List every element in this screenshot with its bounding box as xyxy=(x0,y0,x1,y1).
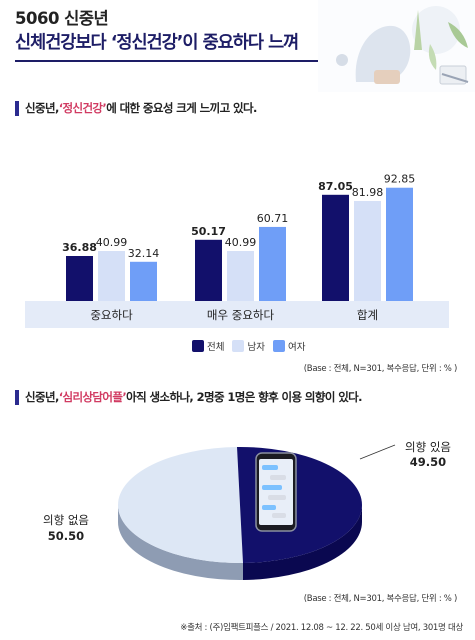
section1-prefix: 신중년, xyxy=(25,101,59,115)
section1-highlight: ‘정신건강’ xyxy=(58,101,107,115)
bar-male-3 xyxy=(354,200,381,301)
bar-male-2 xyxy=(227,250,254,301)
category-band xyxy=(25,301,449,328)
chat-bubble-4 xyxy=(268,495,286,500)
category-label-3: 합계 xyxy=(357,308,378,322)
chat-bubble-3 xyxy=(262,485,282,490)
bar-value-male-1: 40.99 xyxy=(96,236,128,249)
section2-highlight: ‘심리상담어플’ xyxy=(58,390,127,404)
pie-label-no: 의향 없음 xyxy=(43,513,89,527)
bar-value-total-3: 87.05 xyxy=(318,180,353,193)
section2-marker xyxy=(15,389,19,405)
page-title-line2: 신체건강보다 ‘정신건강’이 중요하다 느껴 xyxy=(15,33,299,53)
legend-swatch-female xyxy=(272,340,285,352)
bar-value-female-3: 92.85 xyxy=(384,173,416,186)
legend-label-male: 남자 xyxy=(247,342,265,353)
bar-value-total-1: 36.88 xyxy=(62,241,97,254)
title-divider xyxy=(15,60,335,62)
source-footnote: ※출처 : (주)임팩트피플스 / 2021. 12.08 ~ 12. 22. … xyxy=(180,623,463,633)
legend-label-female: 여자 xyxy=(287,342,306,353)
pie-label-yes: 의향 있음 xyxy=(405,440,451,454)
section1-heading: 신중년, ‘정신건강’ 에 대한 중요성 크게 느끼고 있다. xyxy=(15,100,257,116)
leaf-icon-2 xyxy=(448,22,468,48)
chat-bubble-6 xyxy=(272,513,286,518)
bar-female-2 xyxy=(259,226,286,301)
bar-total-1 xyxy=(66,256,93,301)
jar-icon xyxy=(374,70,400,84)
bar-female-3 xyxy=(386,187,413,301)
pie-value-yes: 49.50 xyxy=(410,455,446,469)
leaf-icon-3 xyxy=(428,44,437,70)
legend-item-male: 남자 xyxy=(232,339,265,353)
legend-item-total: 전체 xyxy=(192,339,224,353)
legend-swatch-total xyxy=(192,340,204,352)
bar-value-male-2: 40.99 xyxy=(225,236,257,249)
bar-legend: 전체 남자 여자 xyxy=(192,339,313,353)
page-title-line1: 5060 신중년 xyxy=(15,9,109,28)
bar-value-total-2: 50.17 xyxy=(191,225,226,238)
section1-marker xyxy=(15,100,19,116)
legend-swatch-male xyxy=(232,340,245,352)
chat-bubble-5 xyxy=(262,505,276,510)
bar-value-female-2: 60.71 xyxy=(257,212,289,225)
bar-value-male-3: 81.98 xyxy=(352,186,384,199)
bar-total-3 xyxy=(322,194,349,301)
title-block: 5060 신중년 신체건강보다 ‘정신건강’이 중요하다 느껴 xyxy=(15,8,315,56)
chart2-base-note: (Base : 전체, N=301, 복수응답, 단위 : % ) xyxy=(303,594,458,604)
pen-icon xyxy=(441,73,469,83)
bar-total-2 xyxy=(195,239,222,301)
pill-icon xyxy=(336,54,348,66)
section2-heading: 신중년, ‘심리상담어플’ 아직 생소하나, 2명중 1명은 향후 이용 의향이… xyxy=(15,389,363,405)
chart1-base-note: (Base : 전체, N=301, 복수응답, 단위 : % ) xyxy=(303,364,458,374)
header-illustration xyxy=(318,0,475,92)
category-label-2: 매우 중요하다 xyxy=(207,308,275,322)
section2-suffix: 아직 생소하나, 2명중 1명은 향후 이용 의향이 있다. xyxy=(126,390,362,404)
section2-prefix: 신중년, xyxy=(25,390,59,404)
bar-value-female-1: 32.14 xyxy=(128,247,160,260)
pie-slice-no xyxy=(117,447,243,564)
chat-bubble-2 xyxy=(270,475,286,480)
leaf-icon xyxy=(414,10,422,50)
pie-value-no: 50.50 xyxy=(48,529,84,543)
label-leader-yes xyxy=(359,444,396,460)
category-label-1: 중요하다 xyxy=(90,308,133,322)
pie-side-no xyxy=(117,505,243,581)
pie-side-yes xyxy=(243,505,363,580)
chat-bubble-1 xyxy=(262,465,278,470)
bar-male-1 xyxy=(98,250,125,301)
head-silhouette-icon xyxy=(355,25,411,82)
bar-female-1 xyxy=(130,261,157,301)
legend-item-female: 여자 xyxy=(272,339,306,353)
section1-suffix: 에 대한 중요성 크게 느끼고 있다. xyxy=(106,101,257,115)
legend-label-total: 전체 xyxy=(207,342,225,353)
